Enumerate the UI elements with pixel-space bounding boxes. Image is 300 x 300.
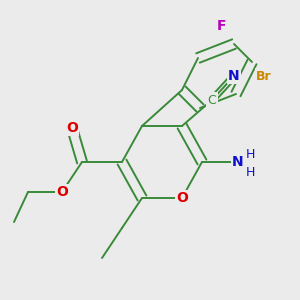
Text: H: H [245,148,255,160]
Text: Br: Br [256,70,272,83]
Text: C: C [208,94,216,106]
Text: H: H [245,166,255,178]
Text: F: F [217,19,227,33]
Text: O: O [176,191,188,205]
Text: N: N [232,155,244,169]
Text: O: O [66,121,78,135]
Text: O: O [56,185,68,199]
Text: N: N [228,69,240,83]
